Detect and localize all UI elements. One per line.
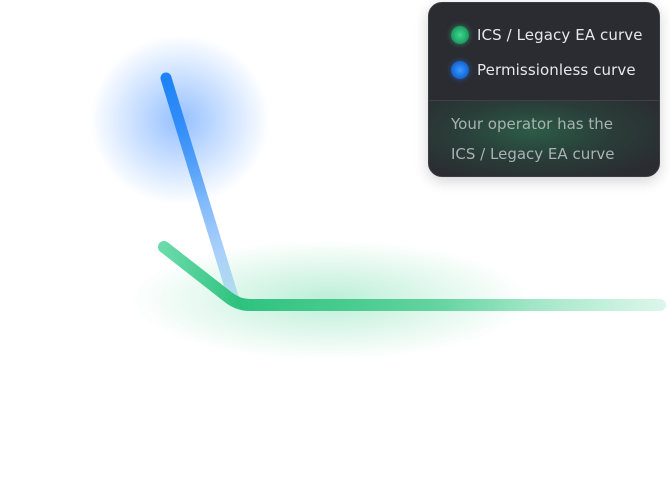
legend-item-ics-legacy-ea: ICS / Legacy EA curve	[451, 23, 643, 47]
ics-legacy-ea-curve	[158, 241, 666, 311]
operator-curve-text: Your operator has the ICS / Legacy EA cu…	[451, 109, 651, 169]
blue-dot-icon	[451, 61, 469, 79]
legend-item-permissionless: Permissionless curve	[451, 58, 636, 82]
legend-label: Permissionless curve	[477, 61, 636, 79]
permissionless-curve	[160, 72, 240, 306]
legend-list: ICS / Legacy EA curve Permissionless cur…	[429, 3, 659, 100]
legend-label: ICS / Legacy EA curve	[477, 26, 643, 44]
legend-divider	[429, 100, 659, 101]
callout-line-1: Your operator has the	[451, 115, 613, 133]
operator-curve-callout	[429, 101, 659, 176]
legend-card: ICS / Legacy EA curve Permissionless cur…	[428, 2, 660, 177]
callout-line-2: ICS / Legacy EA curve	[451, 145, 615, 163]
green-dot-icon	[451, 26, 469, 44]
